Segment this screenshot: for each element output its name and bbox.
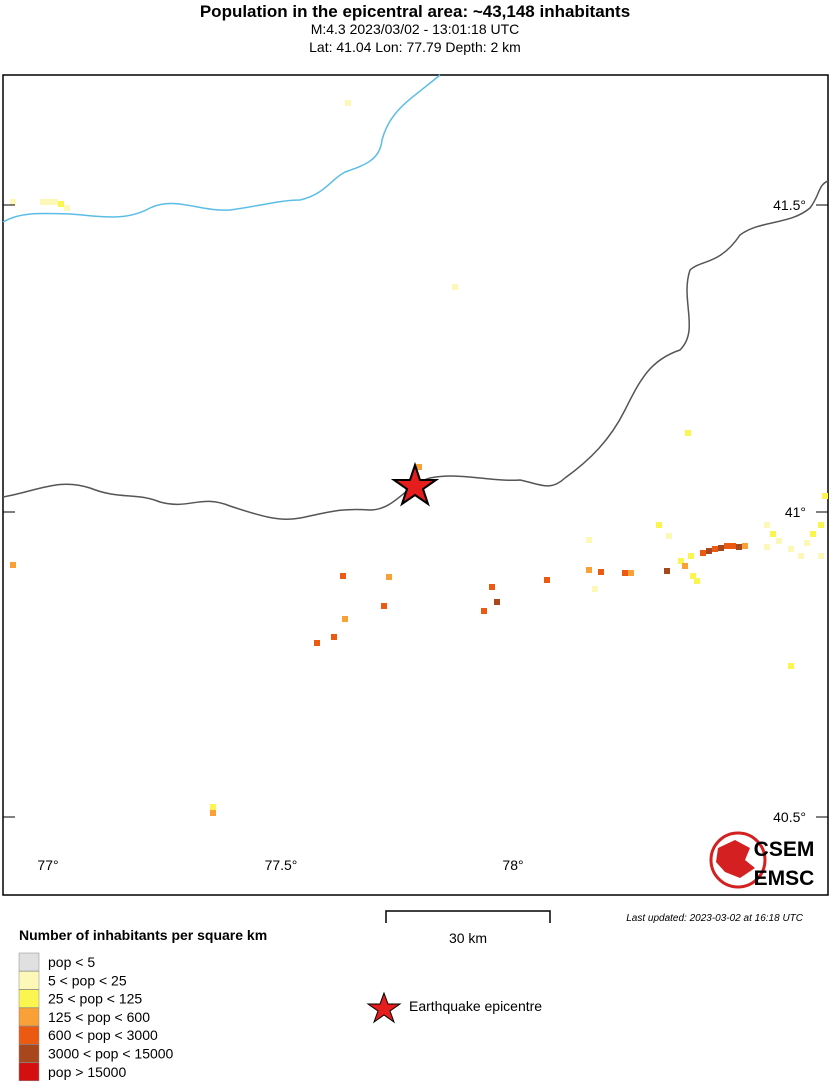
population-cell <box>822 493 828 499</box>
population-cell <box>788 546 794 552</box>
population-cell <box>598 569 604 575</box>
population-cell <box>416 464 422 470</box>
population-cell <box>628 570 634 576</box>
population-cell <box>345 100 351 106</box>
population-cell <box>810 531 816 537</box>
population-cell <box>10 199 16 205</box>
last-updated: Last updated: 2023-03-02 at 16:18 UTC <box>626 913 804 924</box>
population-cell <box>694 578 700 584</box>
population-cell <box>688 553 694 559</box>
population-cell <box>331 634 337 640</box>
scale-label: 30 km <box>449 930 487 946</box>
lat-label: 40.5° <box>773 809 806 825</box>
population-cell <box>776 538 782 544</box>
epicentre-star <box>390 461 440 507</box>
logo: CSEM EMSC <box>709 831 815 890</box>
population-cell <box>210 804 216 810</box>
population-cell <box>586 567 592 573</box>
border <box>2 180 829 521</box>
legend-label: pop > 15000 <box>48 1064 126 1080</box>
logo-circle <box>709 831 767 889</box>
population-cell <box>622 570 628 576</box>
legend-epicentre: Earthquake epicentre <box>409 998 542 1014</box>
population-cell <box>10 562 16 568</box>
population-cell <box>678 558 684 564</box>
legend: pop < 5 5 < pop < 25 25 < pop < 125 125 < p… <box>18 952 174 1082</box>
population-cell <box>706 548 712 554</box>
population-cell <box>64 205 70 211</box>
legend-label: 600 < pop < 3000 <box>48 1027 158 1043</box>
population-cell <box>730 543 736 549</box>
population-cell <box>712 546 718 552</box>
map: 41.5° 41° 40.5° 77° 77.5° 78° CSEM EMSC <box>2 74 829 896</box>
legend-swatch <box>18 1025 40 1045</box>
legend-swatch <box>18 971 40 990</box>
population-cell <box>742 543 748 549</box>
legend-label: pop < 5 <box>48 954 95 970</box>
legend-label: 3000 < pop < 15000 <box>48 1046 174 1062</box>
population-cell <box>40 199 46 205</box>
lon-label: 77.5° <box>265 857 298 873</box>
logo-shape <box>716 840 755 878</box>
population-cell <box>724 543 730 549</box>
population-cell <box>664 568 670 574</box>
legend-swatch <box>18 1044 40 1063</box>
population-cell <box>340 573 346 579</box>
legend-star <box>366 991 402 1024</box>
event-info: M:4.3 2023/03/02 - 13:01:18 UTC <box>311 21 520 37</box>
population-cell <box>210 810 216 816</box>
population-cell <box>818 522 824 528</box>
scale-bar <box>385 910 551 923</box>
population-cell <box>342 616 348 622</box>
population-cell <box>690 573 696 579</box>
population-cell <box>58 201 64 207</box>
legend-swatch <box>18 1007 40 1027</box>
lat-label: 41° <box>785 504 806 520</box>
population-cell <box>46 199 52 205</box>
legend-swatch <box>18 952 40 972</box>
logo-text: CSEM <box>754 838 815 861</box>
population-cell <box>818 553 824 559</box>
population-cell <box>489 584 495 590</box>
legend-swatch <box>18 989 40 1008</box>
population-cell <box>494 599 500 605</box>
population-cell <box>770 531 776 537</box>
population-cell <box>481 608 487 614</box>
population-cell <box>804 540 810 546</box>
population-cell <box>682 563 688 569</box>
lon-label: 77° <box>37 857 58 873</box>
population-cell <box>386 574 392 580</box>
population-cell <box>666 533 672 539</box>
population-cell <box>452 284 458 290</box>
population-cell <box>656 522 662 528</box>
population-cell <box>544 577 550 583</box>
lon-label: 78° <box>502 857 523 873</box>
population-cell <box>788 663 794 669</box>
population-cell <box>718 545 724 551</box>
population-cell <box>314 640 320 646</box>
population-cell <box>52 199 58 205</box>
legend-title: Number of inhabitants per square km <box>19 927 267 943</box>
legend-label: 5 < pop < 25 <box>48 972 127 988</box>
population-cell <box>685 430 691 436</box>
population-cell <box>586 537 592 543</box>
population-cell <box>736 544 742 550</box>
population-cell <box>381 603 387 609</box>
title: Population in the epicentral area: ~43,1… <box>200 2 630 21</box>
population-cell <box>764 544 770 550</box>
population-cells <box>10 100 828 816</box>
logo-text: EMSC <box>754 867 815 890</box>
location-info: Lat: 41.04 Lon: 77.79 Depth: 2 km <box>309 39 521 55</box>
population-cell <box>798 553 804 559</box>
population-cell <box>764 522 770 528</box>
population-cell <box>592 586 598 592</box>
legend-label: 125 < pop < 600 <box>48 1009 150 1025</box>
lat-label: 41.5° <box>773 197 806 213</box>
legend-label: 25 < pop < 125 <box>48 991 142 1007</box>
legend-swatch <box>18 1062 40 1082</box>
river <box>2 74 441 223</box>
population-cell <box>700 550 706 556</box>
